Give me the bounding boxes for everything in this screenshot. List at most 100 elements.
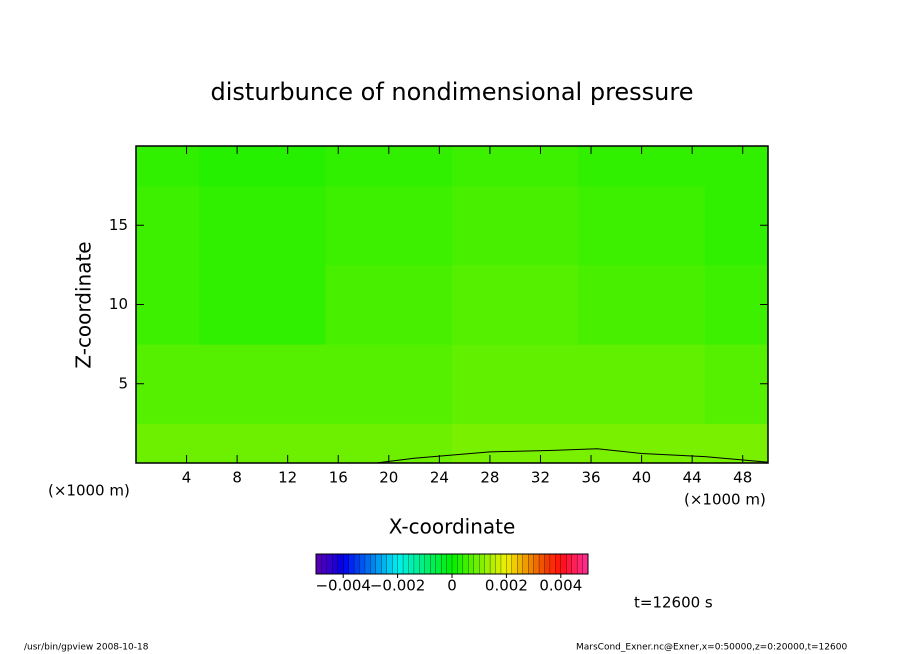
colorbar-band	[386, 553, 393, 575]
colorbar-band	[337, 553, 344, 575]
colorbar-band	[430, 553, 437, 575]
x-tick-label: 44	[683, 469, 702, 487]
colorbar-band	[549, 553, 556, 575]
colorbar-band	[571, 553, 578, 575]
field-cell	[578, 185, 706, 266]
colorbar-band	[484, 553, 491, 575]
colorbar-band	[544, 553, 551, 575]
field-cell	[136, 344, 200, 424]
colorbar-band	[473, 553, 480, 575]
field-cell	[452, 423, 579, 463]
y-axis-label: Z-coordinate	[72, 241, 96, 368]
x-tick-label: 12	[278, 469, 297, 487]
colorbar-band	[321, 553, 328, 575]
field-cell	[704, 264, 768, 345]
field-cell	[325, 344, 453, 424]
colorbar-band	[479, 553, 486, 575]
colorbar-band	[451, 553, 458, 575]
y-tick-label: 10	[109, 295, 128, 313]
field-cell	[452, 185, 579, 266]
colorbar-band	[370, 553, 377, 575]
field-cell	[325, 185, 453, 266]
colorbar-band	[560, 553, 567, 575]
field-cell	[136, 185, 200, 266]
field-cell	[136, 264, 200, 345]
x-tick-label: 32	[531, 469, 550, 487]
colorbar-band	[343, 553, 350, 575]
colorbar-band	[446, 553, 453, 575]
x-unit-right: (×1000 m)	[684, 491, 766, 509]
x-axis-label: X-coordinate	[389, 515, 516, 539]
colorbar-tick-label: −0.004	[315, 577, 371, 595]
colorbar-band	[522, 553, 529, 575]
colorbar-band	[495, 553, 502, 575]
colorbar-band	[576, 553, 584, 575]
field-cell	[325, 264, 453, 345]
colorbar-band	[402, 553, 409, 575]
colorbar-band	[566, 553, 573, 575]
x-tick-label: 20	[379, 469, 398, 487]
field-cell	[199, 344, 327, 424]
colorbar-band	[397, 553, 404, 575]
colorbar-band	[468, 553, 475, 575]
colorbar-band	[332, 553, 339, 575]
field-cell	[199, 185, 327, 266]
colorbar-band	[511, 553, 518, 575]
colorbar-band	[375, 553, 382, 575]
colorbar-band	[359, 553, 366, 575]
field-cell	[578, 344, 706, 424]
x-tick-label: 8	[232, 469, 242, 487]
field	[136, 146, 768, 463]
colorbar-band	[424, 553, 431, 575]
field-cell	[452, 344, 579, 424]
colorbar-band	[582, 553, 589, 575]
x-tick-label: 48	[733, 469, 752, 487]
field-cell	[136, 423, 200, 463]
field-cell	[704, 344, 768, 424]
field-cell	[199, 264, 327, 345]
y-tick-label: 15	[109, 216, 128, 234]
colorbar-band	[348, 553, 355, 575]
colorbar-band	[413, 553, 420, 575]
x-tick-label: 4	[182, 469, 192, 487]
colorbar-band	[435, 553, 442, 575]
colorbar-band	[506, 553, 513, 575]
colorbar-band	[364, 553, 371, 575]
x-tick-label: 40	[632, 469, 651, 487]
colorbar-band	[457, 553, 464, 575]
x-tick-label: 24	[430, 469, 449, 487]
field-cell	[578, 264, 706, 345]
colorbar-band	[315, 553, 322, 575]
colorbar-band	[440, 553, 448, 575]
colorbar-tick-label: 0.002	[485, 577, 528, 595]
field-cell	[136, 146, 200, 187]
colorbar-tick-label: 0	[447, 577, 457, 595]
footer-right: MarsCond_Exner.nc@Exner,x=0:50000,z=0:20…	[576, 643, 847, 653]
chart-title: disturbunce of nondimensional pressure	[211, 78, 694, 106]
field-cell	[199, 423, 327, 463]
colorbar-band	[500, 553, 507, 575]
colorbar-band	[533, 553, 540, 575]
x-tick-label: 36	[581, 469, 600, 487]
colorbar-band	[462, 553, 469, 575]
colorbar-band	[419, 553, 426, 575]
colorbar-tick-label: 0.004	[539, 577, 582, 595]
field-cell	[452, 264, 579, 345]
field-cell	[704, 423, 768, 463]
field-cell	[452, 146, 579, 187]
colorbar-band	[408, 553, 415, 575]
footer-left: /usr/bin/gpview 2008-10-18	[24, 643, 149, 653]
x-unit-left: (×1000 m)	[48, 482, 130, 500]
colorbar-band	[555, 553, 562, 575]
time-label: t=12600 s	[634, 594, 713, 612]
x-tick-label: 16	[329, 469, 348, 487]
colorbar-band	[528, 553, 535, 575]
colorbar-tick-label: −0.002	[370, 577, 426, 595]
colorbar-band	[538, 553, 545, 575]
y-tick-label: 5	[118, 374, 128, 392]
x-tick-label: 28	[480, 469, 499, 487]
colorbar-band	[489, 553, 496, 575]
colorbar-band	[392, 553, 399, 575]
field-cell	[199, 146, 327, 187]
